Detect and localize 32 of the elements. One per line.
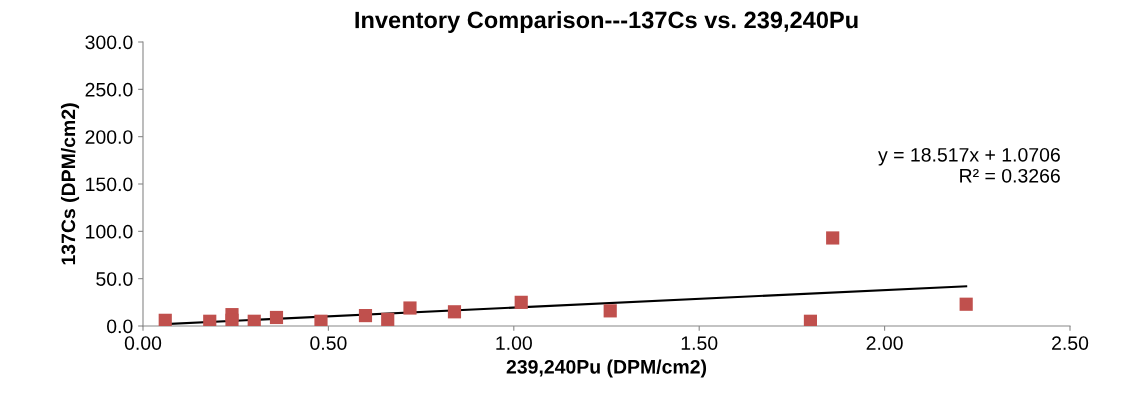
y-tick-label: 300.0 xyxy=(85,35,133,50)
x-tick-label: 2.00 xyxy=(866,336,903,350)
y-tick-label: 200.0 xyxy=(85,130,133,144)
point xyxy=(158,313,172,326)
x-tick-label: 0.50 xyxy=(310,336,347,350)
point xyxy=(603,304,617,318)
x-tick-label: 1.00 xyxy=(496,336,532,350)
point xyxy=(514,295,528,309)
y-tick-label: 100.0 xyxy=(86,224,133,239)
annotation: y = 18.517x + 1.0706 R² = 0.3266 xyxy=(878,147,1060,183)
point xyxy=(247,314,261,326)
point xyxy=(381,312,395,326)
point xyxy=(269,310,284,325)
point xyxy=(225,313,239,326)
x-tick-label: 2.50 xyxy=(1052,336,1089,350)
point xyxy=(314,314,328,326)
point xyxy=(959,297,973,311)
x-tick-label: 0.00 xyxy=(124,336,162,350)
x-axis-title: 239,240Pu (DPM/cm2) xyxy=(506,359,707,378)
point xyxy=(358,309,373,323)
chart-title: Inventory Comparison---137Cs vs. 239,240Pu xyxy=(355,11,858,34)
y-tick-label: 250.0 xyxy=(85,82,133,97)
point xyxy=(803,314,818,326)
point xyxy=(403,301,417,315)
y-tick-label: 0.0 xyxy=(107,319,133,334)
x-tick-label: 1.50 xyxy=(681,336,718,350)
y-axis-title: 137Cs (DPM/cm2) xyxy=(60,103,80,265)
y-tick-label: 50.0 xyxy=(96,272,133,286)
point xyxy=(447,305,462,319)
point xyxy=(203,314,217,326)
point xyxy=(826,231,840,245)
y-tick-label: 150.0 xyxy=(86,177,133,192)
